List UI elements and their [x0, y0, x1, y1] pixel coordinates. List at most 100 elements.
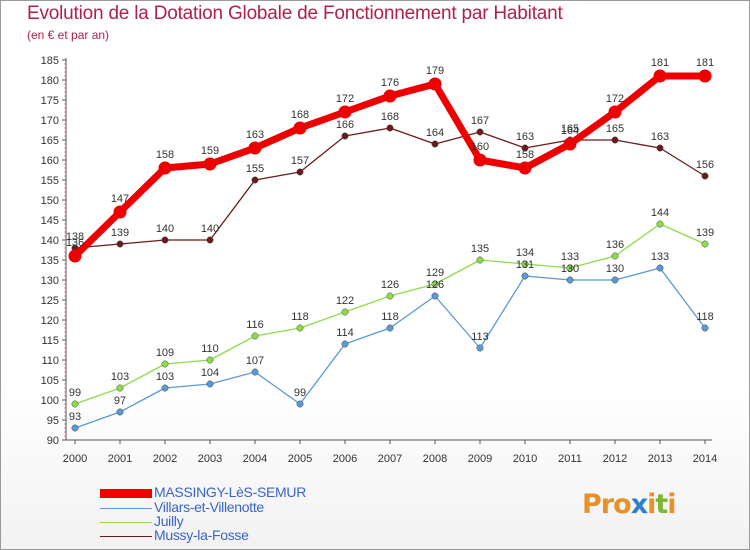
data-label-juilly: 129 — [426, 267, 444, 279]
data-label-villars-et-villenotte: 130 — [561, 263, 579, 275]
data-point-juilly — [386, 292, 394, 300]
data-point-juilly — [656, 220, 664, 228]
data-point-villars-et-villenotte — [386, 324, 394, 332]
data-label-massingy-l-s-semur: 159 — [201, 145, 219, 157]
legend-item-juilly: Juilly — [100, 513, 420, 529]
data-label-massingy-l-s-semur: 176 — [381, 77, 399, 89]
data-label-juilly: 122 — [336, 295, 354, 307]
logo-letter: x — [630, 489, 648, 520]
y-tick-label: 95 — [47, 415, 59, 427]
x-tick-label: 2013 — [648, 453, 672, 465]
data-label-massingy-l-s-semur: 158 — [516, 149, 534, 161]
x-tick-label: 2001 — [108, 453, 132, 465]
legend-item-mussy: Mussy-la-Fosse — [100, 527, 420, 543]
data-point-mussy-la-fosse — [251, 176, 259, 184]
y-tick-label: 180 — [41, 75, 59, 87]
logo-letter: i — [667, 489, 676, 520]
x-tick-label: 2000 — [63, 453, 87, 465]
data-label-villars-et-villenotte: 99 — [294, 387, 306, 399]
y-tick-label: 110 — [41, 355, 59, 367]
data-label-mussy-la-fosse: 163 — [516, 131, 534, 143]
logo-letter: P — [582, 489, 602, 520]
data-point-mussy-la-fosse — [296, 168, 304, 176]
data-point-juilly — [206, 356, 214, 364]
data-label-villars-et-villenotte: 118 — [696, 311, 714, 323]
data-point-massingy-l-s-semur — [698, 69, 712, 83]
data-label-mussy-la-fosse: 155 — [246, 163, 264, 175]
data-point-massingy-l-s-semur — [68, 249, 82, 263]
chart-title: Evolution de la Dotation Globale de Fonc… — [27, 3, 563, 24]
y-tick-label: 160 — [41, 155, 59, 167]
y-tick-label: 165 — [41, 135, 59, 147]
data-point-villars-et-villenotte — [476, 344, 484, 352]
data-point-massingy-l-s-semur — [428, 77, 442, 91]
data-point-mussy-la-fosse — [341, 132, 349, 140]
data-label-mussy-la-fosse: 165 — [606, 123, 624, 135]
data-label-massingy-l-s-semur: 179 — [426, 65, 444, 77]
data-point-villars-et-villenotte — [71, 424, 79, 432]
y-tick-label: 170 — [41, 115, 59, 127]
data-label-mussy-la-fosse: 168 — [381, 111, 399, 123]
data-label-mussy-la-fosse: 140 — [201, 223, 219, 235]
data-label-massingy-l-s-semur: 147 — [111, 193, 129, 205]
logo-letter: o — [613, 489, 632, 520]
data-label-massingy-l-s-semur: 181 — [696, 57, 714, 69]
x-tick-label: 2008 — [423, 453, 447, 465]
legend-label-juilly: Juilly — [154, 513, 184, 529]
x-tick-label: 2007 — [378, 453, 402, 465]
data-point-villars-et-villenotte — [116, 408, 124, 416]
data-label-juilly: 134 — [516, 247, 534, 259]
data-point-mussy-la-fosse — [476, 128, 484, 136]
data-point-massingy-l-s-semur — [293, 121, 307, 135]
data-label-villars-et-villenotte: 104 — [201, 367, 219, 379]
legend-swatch-villars — [100, 508, 152, 509]
data-point-villars-et-villenotte — [611, 276, 619, 284]
data-point-mussy-la-fosse — [611, 136, 619, 144]
logo-letter: r — [600, 489, 614, 520]
data-label-juilly: 118 — [291, 311, 309, 323]
data-label-villars-et-villenotte: 97 — [114, 395, 126, 407]
data-point-villars-et-villenotte — [341, 340, 349, 348]
data-label-juilly: 136 — [606, 239, 624, 251]
data-point-juilly — [251, 332, 259, 340]
data-point-massingy-l-s-semur — [113, 205, 127, 219]
data-point-juilly — [476, 256, 484, 264]
data-point-villars-et-villenotte — [521, 272, 529, 280]
y-tick-label: 100 — [41, 395, 59, 407]
data-point-juilly — [611, 252, 619, 260]
data-label-mussy-la-fosse: 165 — [561, 123, 579, 135]
y-tick-label: 150 — [41, 195, 59, 207]
legend-label-villars: Villars-et-Villenotte — [154, 499, 264, 515]
data-label-juilly: 99 — [69, 387, 81, 399]
y-tick-label: 145 — [41, 215, 59, 227]
data-label-mussy-la-fosse: 164 — [426, 127, 444, 139]
data-point-mussy-la-fosse — [206, 236, 214, 244]
data-point-villars-et-villenotte — [296, 400, 304, 408]
legend-item-massingy: MASSINGY-LèS-SEMUR — [100, 484, 420, 500]
data-label-juilly: 103 — [111, 371, 129, 383]
data-point-juilly — [521, 260, 529, 268]
data-label-juilly: 139 — [696, 227, 714, 239]
data-point-massingy-l-s-semur — [383, 89, 397, 103]
data-point-massingy-l-s-semur — [518, 161, 532, 175]
x-tick-label: 2014 — [693, 453, 717, 465]
data-label-villars-et-villenotte: 118 — [381, 311, 399, 323]
logo-letter: i — [647, 489, 656, 520]
legend-swatch-juilly — [100, 522, 152, 523]
data-label-juilly: 135 — [471, 243, 489, 255]
data-point-mussy-la-fosse — [521, 144, 529, 152]
y-tick-label: 105 — [41, 375, 59, 387]
data-label-massingy-l-s-semur: 172 — [336, 93, 354, 105]
data-point-massingy-l-s-semur — [338, 105, 352, 119]
data-point-juilly — [296, 324, 304, 332]
data-point-juilly — [431, 280, 439, 288]
data-label-villars-et-villenotte: 126 — [426, 279, 444, 291]
data-point-villars-et-villenotte — [251, 368, 259, 376]
data-label-mussy-la-fosse: 156 — [696, 159, 714, 171]
data-point-villars-et-villenotte — [161, 384, 169, 392]
y-tick-label: 125 — [41, 295, 59, 307]
data-point-massingy-l-s-semur — [158, 161, 172, 175]
y-tick-label: 185 — [41, 55, 59, 67]
